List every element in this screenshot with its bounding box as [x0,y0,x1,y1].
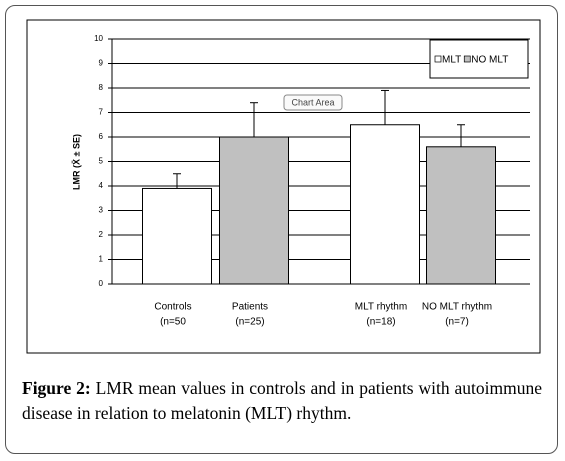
error-bar [381,89,389,125]
x-tick-label: Patients [232,302,268,313]
annotation: Chart Area [283,94,343,111]
annotation-box [283,94,343,111]
figure-frame [5,5,558,454]
y-tick-label: 6 [99,132,104,141]
error-bar [457,124,465,147]
y-tick-label: 10 [94,34,103,43]
caption-label: Figure 2: [22,378,91,398]
caption-text: LMR mean values in controls and in patie… [22,378,542,423]
y-tick-label: 3 [99,206,104,215]
x-tick-label: (n=18) [366,317,395,328]
caption: Figure 2: LMR mean values in controls an… [22,376,542,426]
bar [219,136,289,285]
bar [142,187,212,285]
y-tick-label: 7 [99,108,104,117]
x-tick-label: NO MLT rhythm [422,302,492,313]
legend-box [429,39,529,79]
bar [426,146,496,285]
x-tick-label: (n=50 [160,317,186,328]
error-bar [250,102,258,137]
x-tick-label: Controls [154,302,191,313]
x-tick-label: MLT rhythm [355,302,407,313]
chart-border [26,19,541,354]
x-tick-label: (n=25) [235,317,264,328]
bar [350,124,420,285]
legend-swatch [434,55,442,63]
legend-label: NO MLT [471,55,508,66]
y-tick-label: 4 [99,181,104,190]
y-tick-label: 1 [99,255,104,264]
legend-swatch [463,55,471,63]
y-tick-label: 0 [99,279,104,288]
x-tick-label: (n=7) [445,317,469,328]
y-axis-label: LMR (X̄ ± SE) [71,134,81,190]
legend-label: MLT [442,55,461,66]
y-tick-label: 5 [99,157,104,166]
y-tick-label: 9 [99,59,104,68]
legend: MLT NO MLT [429,39,529,79]
annotation-text: Chart Area [291,97,334,107]
error-bar [173,173,181,189]
y-tick-label: 2 [99,230,104,239]
y-tick-label: 8 [99,83,104,92]
